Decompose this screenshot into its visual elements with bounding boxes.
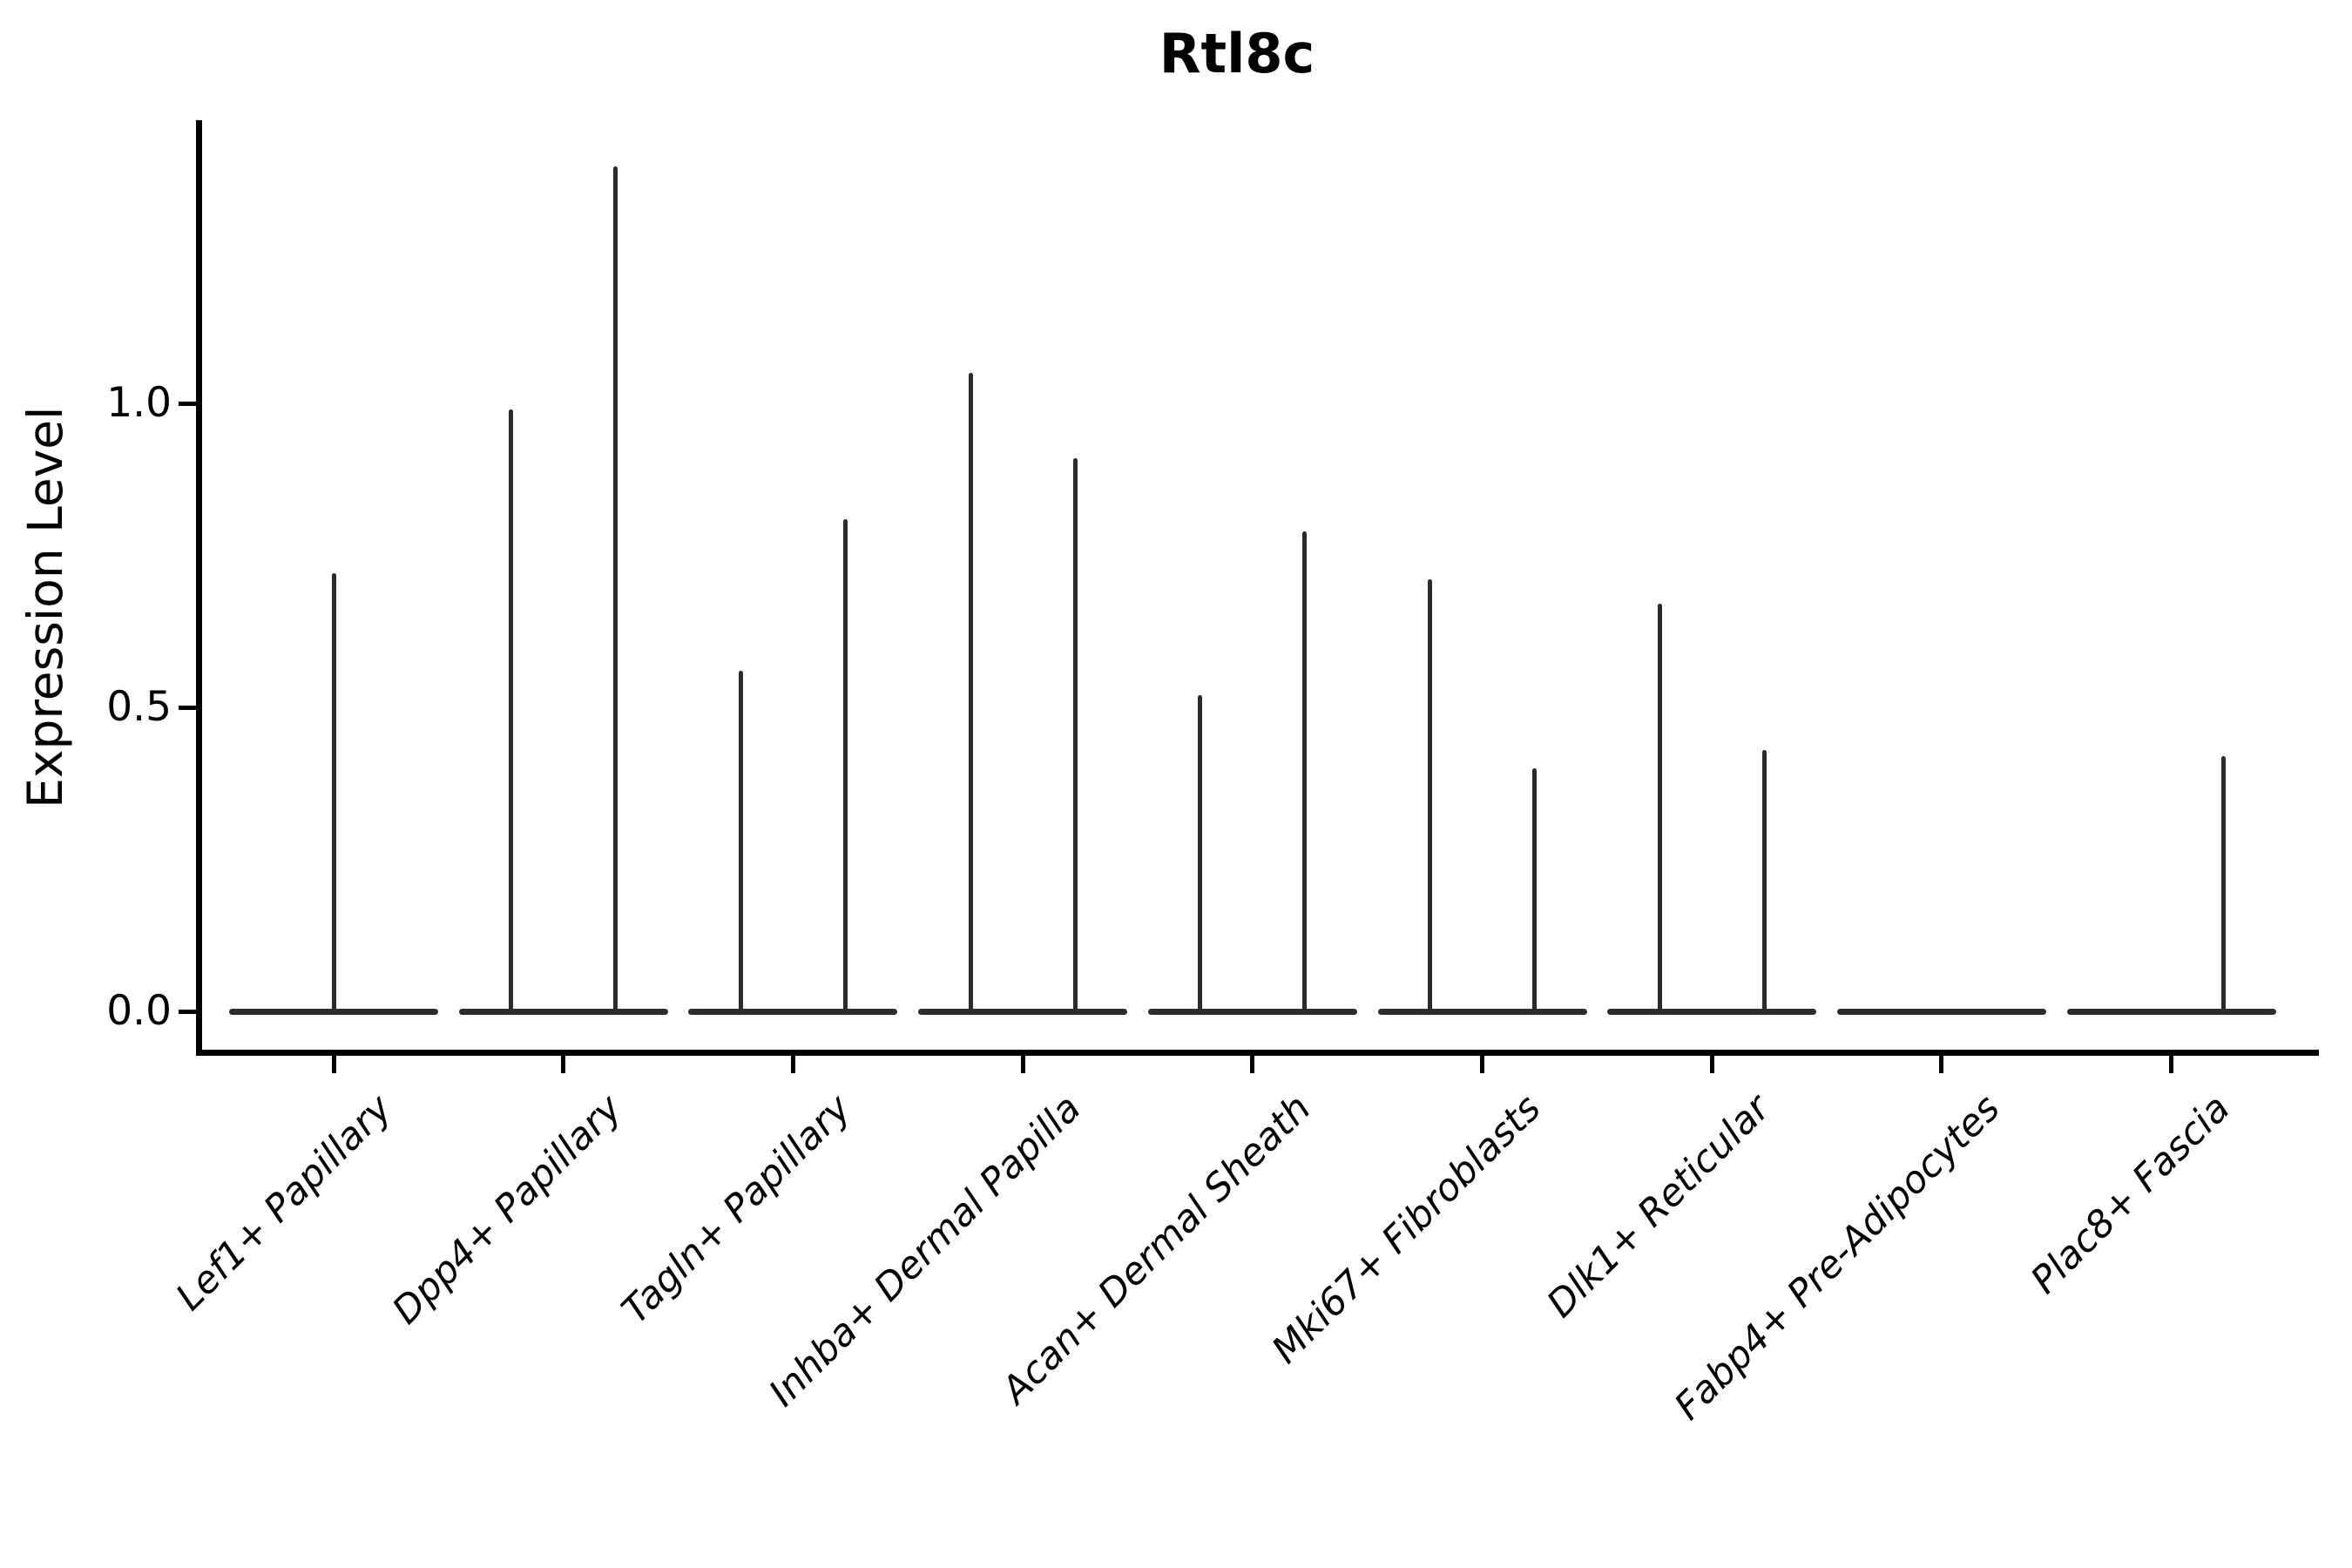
x-tick-mark [1939, 1056, 1944, 1073]
violin-spike [1302, 531, 1308, 1011]
violin-spike [1761, 749, 1767, 1011]
x-tick-mark [1480, 1056, 1484, 1073]
x-category-label: Plac8+ Fascia [2022, 1086, 2239, 1303]
y-tick-mark [179, 401, 196, 406]
chart-title: Rtl8c [1159, 22, 1315, 85]
violin-spike [2221, 755, 2227, 1011]
violin-baseline [229, 1008, 438, 1015]
x-axis-spine [196, 1050, 2319, 1056]
y-tick-label: 0.5 [106, 683, 172, 731]
y-axis-label: Expression Level [17, 406, 73, 808]
x-tick-mark [1020, 1056, 1025, 1073]
violin-spike [613, 166, 618, 1011]
violin-spike [331, 573, 336, 1011]
violin-spike [842, 518, 848, 1011]
violin-baseline [1607, 1008, 1817, 1015]
y-tick-mark [179, 705, 196, 710]
violin-spike [509, 409, 514, 1011]
x-tick-mark [1250, 1056, 1255, 1073]
x-category-label: Mki67+ Fibroblasts [1263, 1086, 1550, 1373]
x-tick-mark [561, 1056, 566, 1073]
y-tick-mark [179, 1009, 196, 1014]
violin-spike [1532, 767, 1537, 1011]
x-tick-mark [331, 1056, 336, 1073]
violin-baseline [1377, 1008, 1587, 1015]
violin-spike [968, 373, 973, 1011]
y-tick-label: 0.0 [106, 987, 172, 1035]
violin-baseline [1147, 1008, 1357, 1015]
x-category-label: Dpp4+ Papillary [383, 1086, 631, 1333]
violin-baseline [688, 1008, 898, 1015]
violin-baseline [1836, 1008, 2046, 1015]
violin-baseline [458, 1008, 668, 1015]
violin-spike [1198, 695, 1203, 1011]
violin-spike [1072, 457, 1078, 1011]
x-tick-mark [2169, 1056, 2174, 1073]
x-tick-mark [1709, 1056, 1714, 1073]
y-axis-spine [196, 120, 202, 1056]
x-tick-mark [790, 1056, 795, 1073]
violin-baseline [918, 1008, 1128, 1015]
x-category-label: Acan+ Dermal Sheath [993, 1086, 1320, 1413]
y-tick-label: 1.0 [106, 379, 172, 427]
violin-spike [738, 671, 743, 1011]
violin-spike [1428, 579, 1432, 1011]
x-category-label: Fabp4+ Pre-Adipocytes [1666, 1086, 2009, 1429]
x-category-label: Dlk1+ Reticular [1538, 1086, 1779, 1327]
violin-spike [1657, 604, 1662, 1011]
violin-baseline [2066, 1008, 2276, 1015]
x-category-label: Tagln+ Papillary [613, 1086, 861, 1333]
x-category-label: Inhba+ Dermal Papilla [760, 1086, 1090, 1416]
